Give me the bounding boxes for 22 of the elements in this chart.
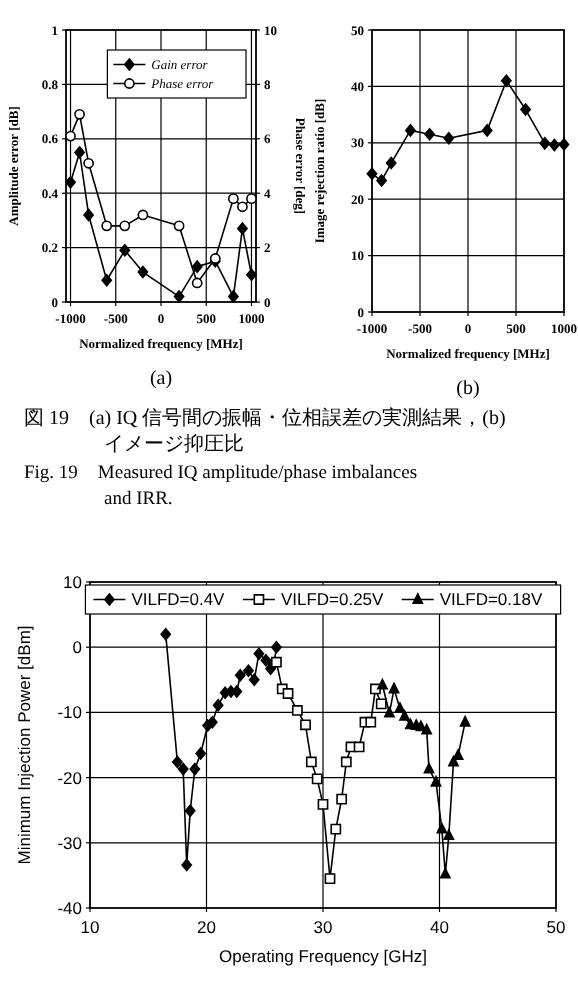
y-tick-label: -10: [57, 702, 83, 723]
x-tick-label: 40: [430, 917, 450, 937]
text: (b): [456, 378, 480, 400]
y-axis-title: Minimum Injection Power [dBm]: [14, 625, 34, 865]
x-tick-label: 10: [80, 917, 100, 937]
text: (a): [149, 368, 173, 390]
y-tick-label: 0: [72, 637, 83, 658]
caption: 図 19 (a) IQ 信号間の振幅・位相誤差の実測結果，(b): [24, 406, 506, 430]
legend-label: VILFD=0.25V: [280, 589, 385, 610]
y-tick-label: -30: [57, 832, 83, 853]
caption: Fig. 19 Measured IQ amplitude/phase imbalances: [24, 464, 418, 484]
text: イメージ抑圧比: [104, 432, 244, 456]
x-tick-label: 30: [313, 917, 333, 937]
x-axis-title: Operating Frequency [GHz]: [219, 946, 427, 966]
legend-label: VILFD=0.18V: [439, 589, 543, 610]
y-tick-label: 10: [63, 571, 83, 592]
legend-label: VILFD=0.4V: [131, 589, 226, 610]
x-tick-label: 50: [546, 917, 566, 937]
y-tick-label: -20: [57, 767, 83, 788]
text: and IRR.: [104, 490, 173, 510]
x-tick-label: 20: [197, 917, 217, 937]
y-tick-label: -40: [57, 897, 83, 918]
